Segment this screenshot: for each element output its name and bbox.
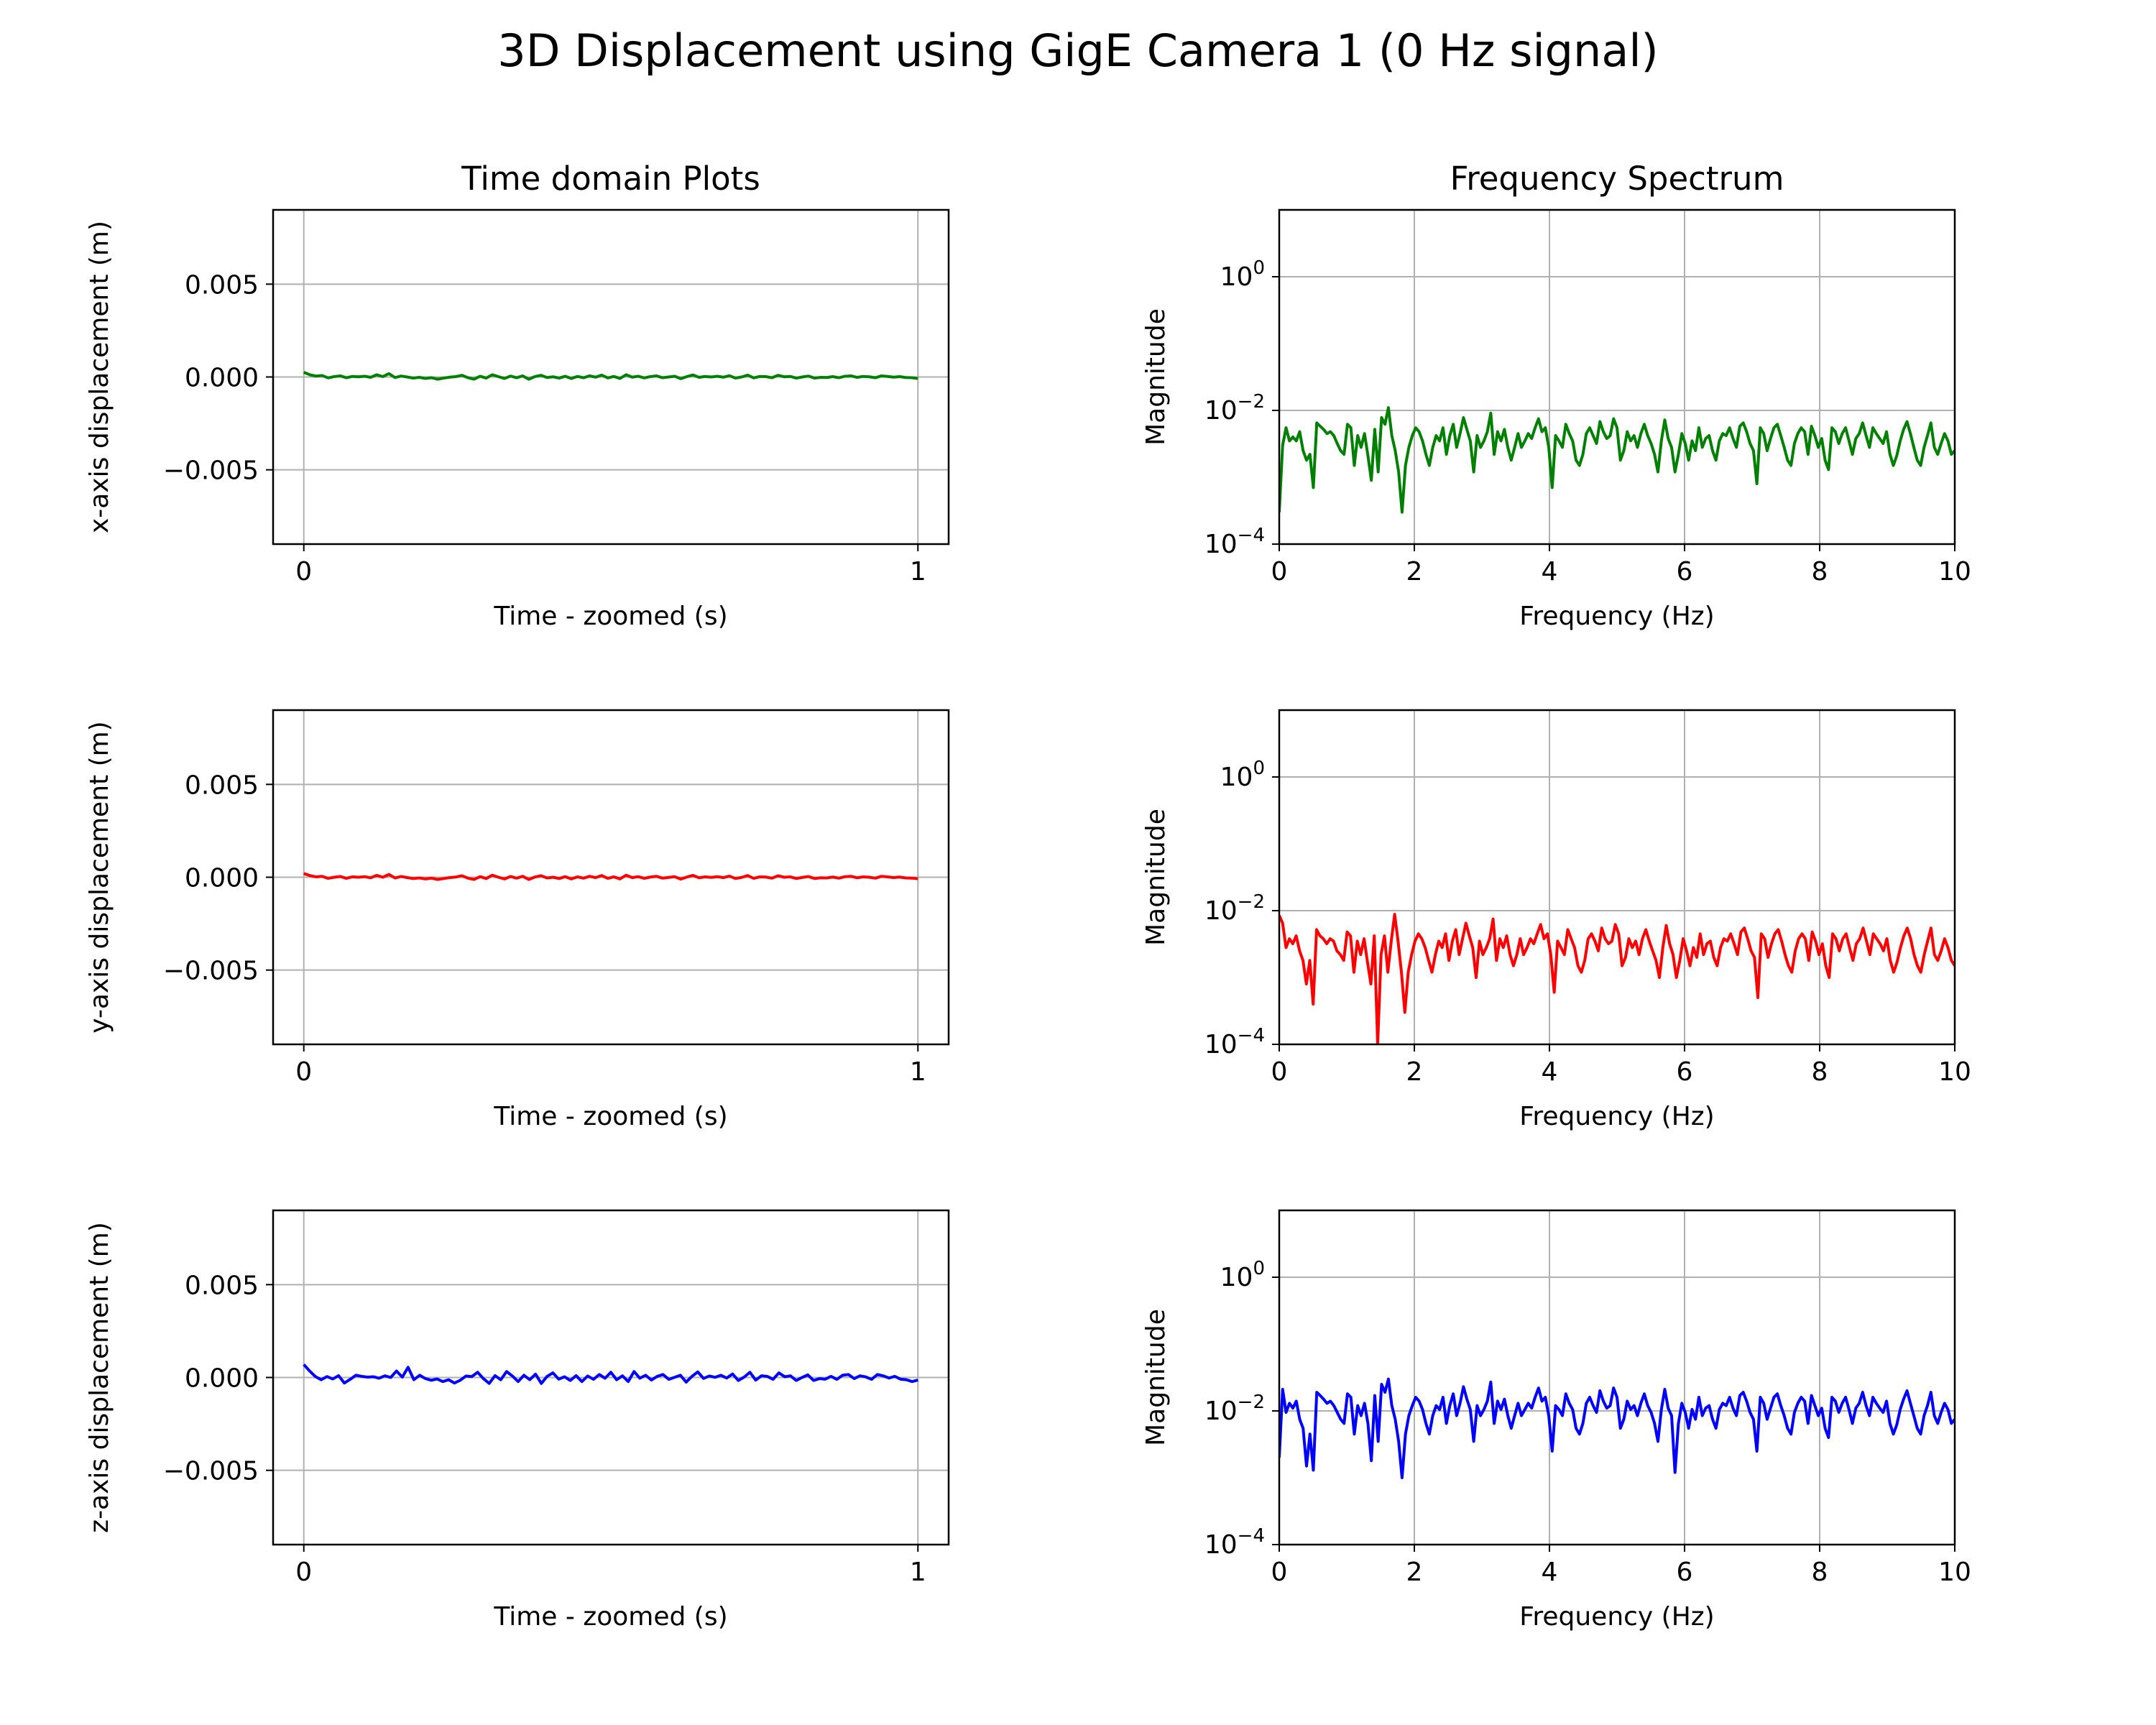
series-line	[1279, 1377, 1955, 1479]
y-tick-label: 0.005	[185, 270, 259, 300]
y-axis-label: Magnitude	[1141, 308, 1171, 446]
x-axis-label: Time - zoomed (s)	[493, 602, 727, 631]
x-tick-label: 0	[1271, 557, 1288, 586]
x-tick-label: 2	[1406, 557, 1423, 586]
y-tick-label: 10−2	[1204, 891, 1265, 926]
y-tick-label: −0.005	[163, 1457, 259, 1486]
chart-time-y: 0 1 −0.005 0.000 0.005 Time - zoomed (s) y-axi…	[85, 709, 950, 1131]
chart-time-z: 0 1 −0.005 0.000 0.005 Time - zoomed (s) z-axi…	[85, 1209, 950, 1632]
x-tick-label: 0	[295, 1558, 312, 1587]
y-axis-label: x-axis displacement (m)	[85, 221, 114, 533]
y-tick-label: 10−2	[1204, 391, 1265, 426]
y-tick-label: 100	[1220, 257, 1265, 292]
y-tick-label: 10−4	[1204, 1525, 1265, 1560]
y-tick-label: 100	[1220, 758, 1265, 792]
y-tick-label: 10−4	[1204, 1025, 1265, 1059]
plot-frame	[1278, 1209, 1956, 1546]
y-tick-label: 0.000	[185, 1364, 259, 1394]
y-tick-label: 0.000	[185, 364, 259, 393]
chart-time-x: 0 1 −0.005 0.000 0.005 Time - zoomed (s) x-axi…	[85, 160, 950, 631]
y-tick-label: 100	[1220, 1258, 1265, 1292]
x-axis-label: Time - zoomed (s)	[493, 1102, 727, 1131]
subplot-title: Time domain Plots	[461, 160, 760, 198]
y-axis-label: y-axis displacement (m)	[85, 721, 114, 1033]
x-tick-label: 10	[1938, 1558, 1971, 1587]
x-axis-label: Frequency (Hz)	[1519, 602, 1714, 631]
series-line	[303, 371, 918, 381]
chart-freq-z: 0 2 4 6 8 10 10−4 10−2 100 Frequency (Hz) Magnitud…	[1141, 1209, 1971, 1632]
series-line	[303, 872, 918, 881]
x-tick-label: 8	[1812, 1057, 1828, 1087]
series-line	[1279, 913, 1955, 1044]
x-tick-label: 0	[295, 557, 312, 586]
x-tick-label: 0	[1271, 1057, 1288, 1087]
x-tick-label: 0	[295, 1057, 312, 1087]
x-tick-label: 6	[1677, 1558, 1693, 1587]
x-tick-label: 0	[1271, 1558, 1288, 1587]
series-line	[303, 1363, 918, 1385]
y-tick-label: −0.005	[163, 456, 259, 486]
chart-freq-y: 0 2 4 6 8 10 10−4 10−2 100 Frequency (Hz) Magnitud…	[1141, 709, 1971, 1131]
y-tick-label: −0.005	[163, 957, 259, 986]
x-tick-label: 8	[1812, 557, 1828, 586]
x-tick-label: 4	[1542, 1558, 1558, 1587]
x-tick-label: 4	[1542, 1057, 1558, 1087]
y-tick-label: 10−2	[1204, 1392, 1265, 1426]
x-tick-label: 2	[1406, 1558, 1423, 1587]
x-axis-label: Time - zoomed (s)	[493, 1602, 727, 1632]
x-tick-label: 10	[1938, 557, 1971, 586]
x-tick-label: 2	[1406, 1057, 1423, 1087]
x-axis-label: Frequency (Hz)	[1519, 1102, 1714, 1131]
x-tick-label: 6	[1677, 1057, 1693, 1087]
y-axis-label: z-axis displacement (m)	[85, 1222, 114, 1533]
y-tick-label: 0.000	[185, 864, 259, 893]
y-tick-label: 0.005	[185, 770, 259, 800]
plot-frame	[1278, 208, 1956, 546]
x-tick-label: 4	[1542, 557, 1558, 586]
y-axis-label: Magnitude	[1141, 1309, 1171, 1446]
y-axis-label: Magnitude	[1141, 809, 1171, 946]
figure-title: 3D Displacement using GigE Camera 1 (0 H…	[497, 24, 1658, 77]
y-tick-label: 10−4	[1204, 525, 1265, 559]
x-tick-label: 10	[1938, 1057, 1971, 1087]
plot-frame	[1278, 709, 1956, 1046]
x-tick-label: 6	[1677, 557, 1693, 586]
x-tick-label: 1	[910, 557, 926, 586]
chart-freq-x: 0 2 4 6 8 10 10−4 10−2 100 Frequency (Hz) Magnitud…	[1141, 160, 1971, 631]
x-tick-label: 1	[910, 1558, 926, 1587]
series-line	[1279, 406, 1955, 514]
x-axis-label: Frequency (Hz)	[1519, 1602, 1714, 1632]
y-tick-label: 0.005	[185, 1271, 259, 1300]
x-tick-label: 1	[910, 1057, 926, 1087]
subplot-title: Frequency Spectrum	[1450, 160, 1784, 198]
x-tick-label: 8	[1812, 1558, 1828, 1587]
axes-root: 0 1 −0.005 0.000 0.005 Time - zoomed (s) x-axi…	[85, 160, 1971, 1632]
